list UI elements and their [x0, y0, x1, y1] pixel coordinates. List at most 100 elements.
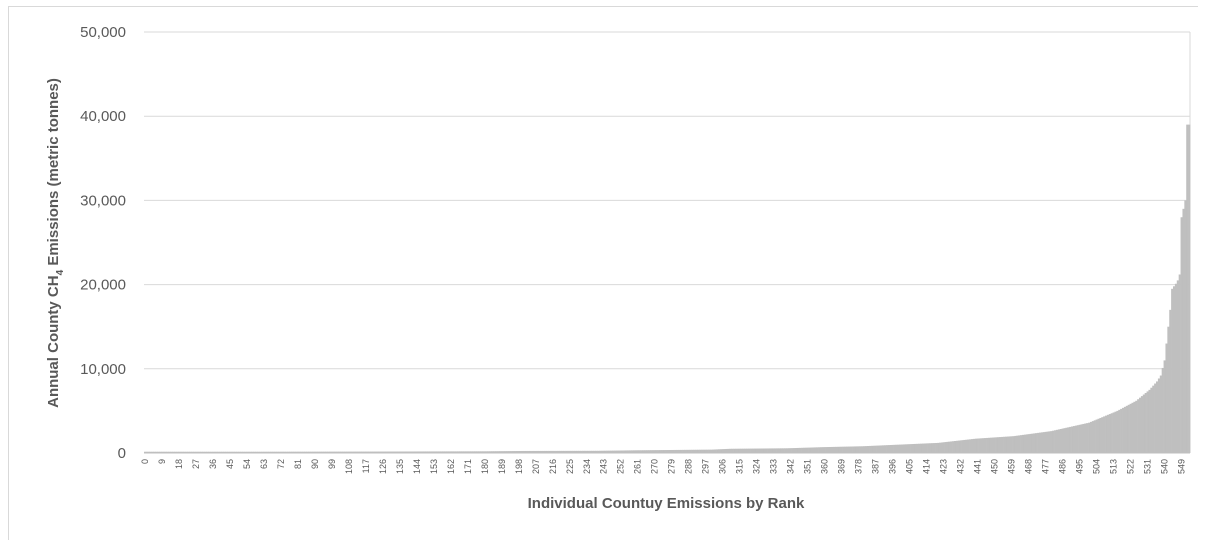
bar [780, 448, 783, 453]
bar [319, 451, 322, 453]
bar [329, 451, 332, 453]
x-tick-label: 45 [225, 459, 235, 469]
bar [168, 451, 171, 453]
bar [734, 448, 738, 453]
bar [972, 438, 976, 453]
bar [193, 451, 196, 453]
x-tick-label: 342 [786, 459, 796, 474]
bar [440, 451, 443, 453]
x-tick-label: 135 [395, 459, 405, 474]
y-tick-label: 30,000 [80, 192, 126, 209]
x-tick-label: 477 [1041, 459, 1051, 474]
bar [295, 451, 298, 453]
bar [206, 451, 209, 453]
bar [986, 437, 989, 453]
bar [1127, 404, 1130, 453]
bar [502, 451, 505, 453]
bar [281, 451, 285, 453]
x-tick-label: 126 [378, 459, 388, 474]
bar [793, 448, 796, 453]
bar [823, 447, 826, 453]
bar [633, 450, 636, 453]
bar [1001, 436, 1004, 453]
bar [287, 451, 290, 453]
bar [223, 451, 226, 453]
bar [225, 451, 228, 453]
bar [425, 451, 428, 453]
bar [774, 448, 777, 453]
bar [330, 451, 334, 453]
bar [1052, 430, 1055, 453]
x-tick-label: 252 [616, 459, 626, 474]
bar [529, 450, 532, 453]
bar [293, 451, 296, 453]
bar [261, 451, 264, 453]
bar [1140, 396, 1144, 453]
bar [400, 451, 404, 453]
bar [759, 448, 762, 453]
bar [704, 449, 707, 453]
bar [653, 450, 657, 453]
bar [699, 449, 702, 453]
bar [736, 448, 740, 453]
bar [655, 450, 658, 453]
bar [221, 451, 224, 453]
bar [176, 451, 179, 453]
bar [987, 437, 991, 453]
bar [349, 451, 353, 453]
bar [993, 437, 996, 453]
bar [276, 451, 279, 453]
x-tick-label: 540 [1160, 459, 1170, 474]
bar [183, 451, 186, 453]
bar [685, 449, 689, 453]
bar [1159, 375, 1163, 453]
bar [1074, 425, 1078, 453]
bar [657, 450, 660, 453]
bar [1167, 326, 1170, 453]
bar [342, 451, 345, 453]
bar [421, 451, 424, 453]
bar [651, 450, 655, 453]
bar [1103, 416, 1106, 453]
bar [1042, 432, 1045, 453]
bar [1110, 413, 1113, 453]
bar [1120, 408, 1123, 453]
x-tick-label: 90 [310, 459, 320, 469]
bar [397, 451, 400, 453]
bar [240, 451, 243, 453]
bar [789, 448, 792, 453]
x-tick-label: 522 [1126, 459, 1136, 474]
bar [327, 451, 330, 453]
bar [593, 450, 596, 453]
bar [585, 450, 589, 453]
bar [251, 451, 254, 453]
bar [198, 451, 201, 453]
bar [215, 451, 218, 453]
bar [646, 450, 649, 453]
bar [616, 450, 619, 453]
bar [804, 447, 808, 453]
bar [523, 450, 526, 453]
bar [614, 450, 617, 453]
bar [825, 447, 828, 453]
bar [266, 451, 269, 453]
bar [1122, 407, 1125, 453]
bar [818, 447, 821, 453]
bar [427, 451, 430, 453]
bar [259, 451, 262, 453]
bar [746, 448, 749, 453]
bar [147, 451, 151, 453]
bar [408, 451, 411, 453]
bar [264, 451, 268, 453]
bar [661, 450, 664, 453]
bar [1095, 419, 1098, 453]
bar [1169, 309, 1172, 453]
bar [1131, 402, 1134, 453]
bar [1010, 436, 1013, 453]
bar [253, 451, 256, 453]
bar [368, 451, 371, 453]
bar [748, 448, 751, 453]
bar [466, 451, 470, 453]
bar [1091, 421, 1095, 453]
x-tick-label: 225 [565, 459, 575, 474]
